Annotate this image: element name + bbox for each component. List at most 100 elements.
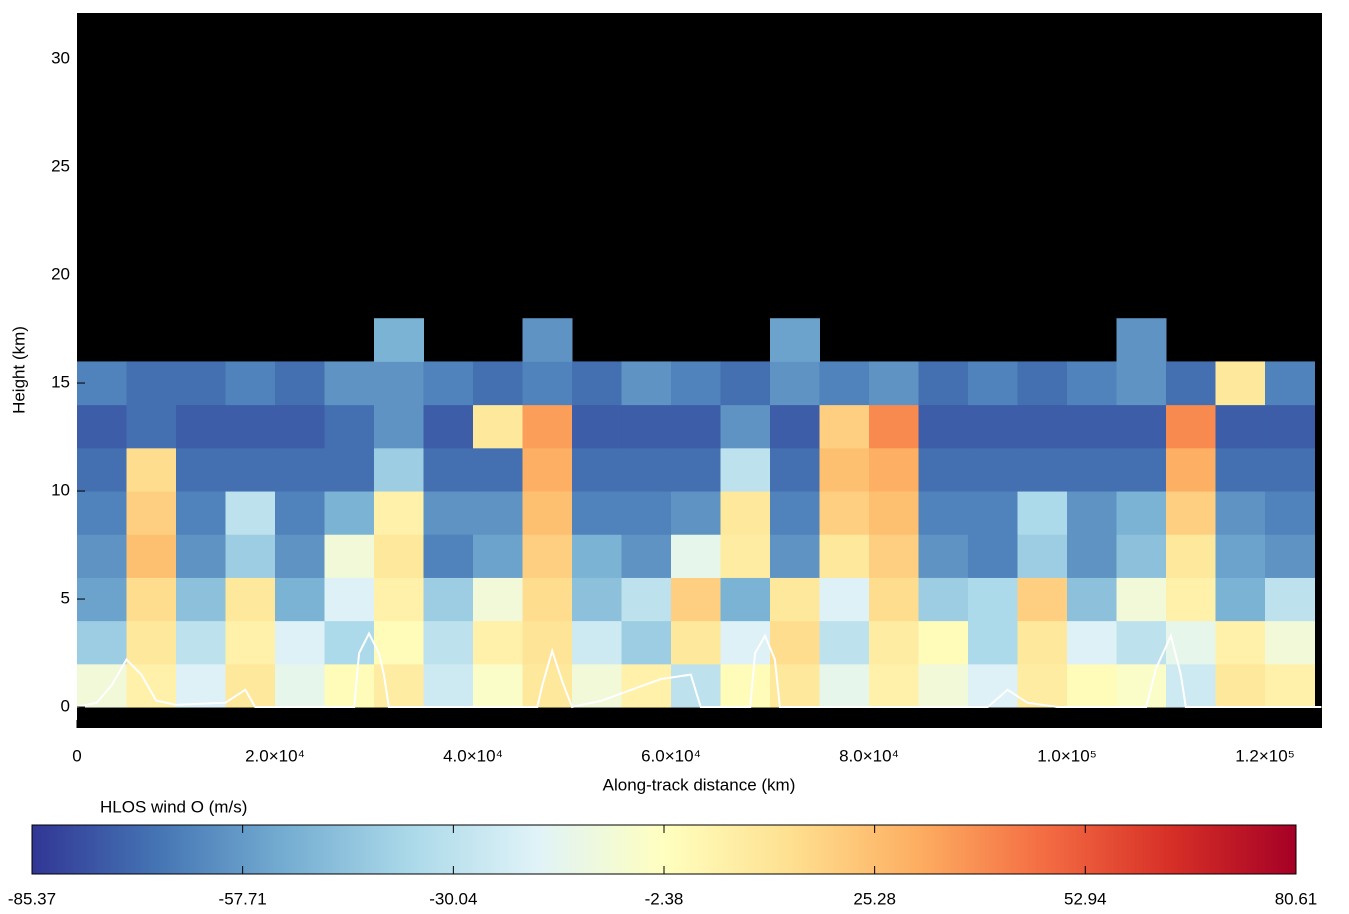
heatmap-cell bbox=[967, 534, 1018, 578]
heatmap-cell bbox=[1215, 620, 1266, 665]
heatmap-cell bbox=[423, 491, 474, 535]
heatmap-cell bbox=[1066, 577, 1117, 622]
heatmap-cell bbox=[571, 491, 622, 535]
heatmap-cell bbox=[274, 447, 325, 492]
heatmap-cell bbox=[522, 404, 573, 449]
heatmap-cell bbox=[1264, 534, 1315, 578]
heatmap-cell bbox=[918, 491, 969, 535]
heatmap-cell bbox=[126, 447, 177, 492]
heatmap-cell bbox=[868, 620, 919, 665]
heatmap-cell bbox=[769, 577, 820, 622]
heatmap-cell bbox=[373, 534, 424, 578]
heatmap-cell bbox=[670, 534, 721, 578]
heatmap-cell bbox=[373, 620, 424, 665]
heatmap-cell bbox=[571, 620, 622, 665]
heatmap-cell bbox=[423, 404, 474, 449]
heatmap-cell bbox=[1116, 447, 1167, 492]
heatmap-cell bbox=[1215, 491, 1266, 535]
heatmap-cell bbox=[918, 663, 969, 708]
heatmap-cell bbox=[1215, 534, 1266, 578]
heatmap-cell bbox=[769, 447, 820, 492]
heatmap-cell bbox=[670, 663, 721, 708]
heatmap-cell bbox=[621, 577, 672, 622]
heatmap-cell bbox=[324, 447, 375, 492]
heatmap-cell bbox=[373, 318, 424, 362]
x-tick-label: 6.0×10⁴ bbox=[641, 746, 701, 765]
heatmap-cell bbox=[670, 577, 721, 622]
heatmap-cell bbox=[1116, 577, 1167, 622]
heatmap-cell bbox=[720, 534, 771, 578]
heatmap-cell bbox=[126, 361, 177, 406]
heatmap-cell bbox=[769, 620, 820, 665]
heatmap-cell bbox=[967, 404, 1018, 449]
heatmap-cell bbox=[769, 361, 820, 406]
heatmap-cell bbox=[225, 534, 276, 578]
heatmap-cell bbox=[77, 361, 127, 406]
heatmap-cell bbox=[670, 491, 721, 535]
heatmap-cell bbox=[670, 620, 721, 665]
heatmap-cell bbox=[373, 577, 424, 622]
heatmap-cell bbox=[868, 534, 919, 578]
heatmap-cell bbox=[1017, 404, 1068, 449]
heatmap-cell bbox=[918, 577, 969, 622]
colorbar-tick-label: -30.04 bbox=[429, 889, 477, 908]
heatmap-cell bbox=[1017, 491, 1068, 535]
heatmap-cell bbox=[225, 620, 276, 665]
heatmap-cell bbox=[1165, 491, 1216, 535]
heatmap-cell bbox=[621, 361, 672, 406]
heatmap-cell bbox=[373, 404, 424, 449]
heatmap-cell bbox=[621, 447, 672, 492]
heatmap-cell bbox=[472, 620, 523, 665]
heatmap-cell bbox=[1116, 404, 1167, 449]
heatmap-cell bbox=[769, 491, 820, 535]
heatmap-cell bbox=[324, 577, 375, 622]
x-tick-label: 1.0×10⁵ bbox=[1037, 746, 1097, 765]
heatmap-cell bbox=[720, 577, 771, 622]
heatmap-cell bbox=[1116, 318, 1167, 362]
heatmap-cell bbox=[175, 404, 226, 449]
heatmap-cell bbox=[621, 663, 672, 708]
heatmap-cell bbox=[274, 577, 325, 622]
x-tick-label: 0 bbox=[72, 746, 81, 765]
heatmap-cell bbox=[472, 447, 523, 492]
y-tick-label: 10 bbox=[51, 481, 70, 500]
y-tick-label: 25 bbox=[51, 157, 70, 176]
heatmap-cell bbox=[1165, 361, 1216, 406]
heatmap-cell bbox=[1264, 361, 1315, 406]
x-tick-label: 4.0×10⁴ bbox=[443, 746, 503, 765]
heatmap-cell bbox=[819, 361, 870, 406]
heatmap-cell bbox=[621, 620, 672, 665]
heatmap-cell bbox=[868, 663, 919, 708]
heatmap-cell bbox=[918, 620, 969, 665]
heatmap-cell bbox=[126, 534, 177, 578]
heatmap-cell bbox=[1066, 620, 1117, 665]
heatmap-cell bbox=[324, 404, 375, 449]
heatmap-cell bbox=[522, 620, 573, 665]
heatmap-cell bbox=[522, 447, 573, 492]
heatmap-cell bbox=[720, 404, 771, 449]
heatmap-cell bbox=[769, 404, 820, 449]
x-tick-label: 8.0×10⁴ bbox=[839, 746, 899, 765]
heatmap-cell bbox=[720, 491, 771, 535]
heatmap-cell bbox=[918, 404, 969, 449]
heatmap-cell bbox=[274, 491, 325, 535]
heatmap-cell bbox=[373, 491, 424, 535]
y-axis-label: Height (km) bbox=[9, 326, 28, 414]
heatmap-cell bbox=[1017, 361, 1068, 406]
heatmap-cell bbox=[77, 491, 127, 535]
heatmap-cell bbox=[1066, 663, 1117, 708]
heatmap-cell bbox=[126, 491, 177, 535]
heatmap-cell bbox=[1066, 361, 1117, 406]
heatmap-cell bbox=[175, 534, 226, 578]
heatmap-cell bbox=[918, 361, 969, 406]
heatmap-cell bbox=[1215, 361, 1266, 406]
y-tick-label: 20 bbox=[51, 265, 70, 284]
heatmap-cell bbox=[1017, 447, 1068, 492]
heatmap-cell bbox=[373, 663, 424, 708]
heatmap-cell bbox=[373, 447, 424, 492]
heatmap-cell bbox=[868, 447, 919, 492]
heatmap-cell bbox=[423, 577, 474, 622]
heatmap-cell bbox=[571, 577, 622, 622]
heatmap-cell bbox=[77, 620, 127, 665]
